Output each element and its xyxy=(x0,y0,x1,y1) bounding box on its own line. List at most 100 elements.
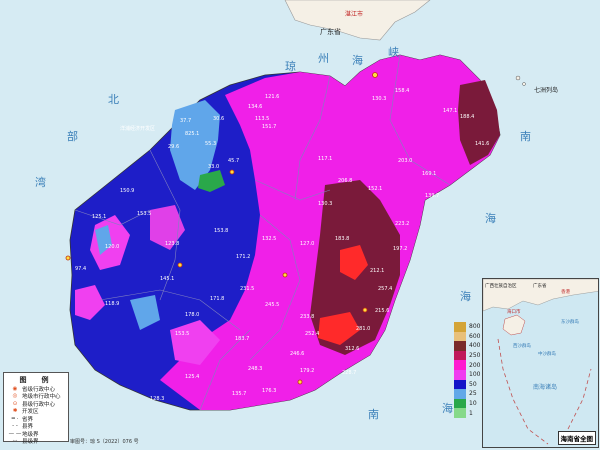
scale-row: 10 xyxy=(454,398,484,409)
station-value: 158.4 xyxy=(395,88,409,94)
sea-label: 南 xyxy=(520,130,531,143)
station-value: 113.5 xyxy=(255,116,269,122)
region-label: 广东省 xyxy=(320,27,341,36)
station-value: 257.4 xyxy=(378,286,392,292)
map-review-number: 审图号：琼 S（2022）076 号 xyxy=(70,439,139,445)
station-value: 151.7 xyxy=(262,124,276,130)
sea-label: 北 xyxy=(108,93,119,106)
station-value: 183.7 xyxy=(235,336,249,342)
scale-swatch xyxy=(454,350,466,361)
zone-magenta-sw xyxy=(75,285,105,320)
station-value: 153.8 xyxy=(214,228,228,234)
inset-label: 南海诸岛 xyxy=(533,383,557,391)
legend-item-label: 地级界 xyxy=(22,431,39,438)
county-boundaries xyxy=(74,54,451,411)
legend-item-label: 县级行政中心 xyxy=(22,401,56,408)
inset-mainland xyxy=(483,279,598,312)
zone-magenta-south xyxy=(170,320,220,365)
city-marker-icon xyxy=(372,72,378,78)
station-value: 171.8 xyxy=(210,296,224,302)
mainland-guangdong xyxy=(284,0,431,41)
islands-label: 七洲列岛 xyxy=(534,86,558,94)
sea-label: 琼 xyxy=(285,59,296,73)
zone-magenta-center xyxy=(150,205,185,250)
station-value: 145.1 xyxy=(160,276,174,282)
station-value: 246.6 xyxy=(290,351,304,357)
station-value: 215.6 xyxy=(375,308,389,314)
scale-row: 50 xyxy=(454,379,484,390)
scale-swatch xyxy=(454,389,466,399)
station-value: 132.5 xyxy=(262,236,276,242)
station-value: 123.8 xyxy=(165,241,179,247)
inset-map: 广西壮族自治区 广东省 香港 海口市 西沙群岛 中沙群岛 东沙群岛 南海诸岛 海… xyxy=(482,278,599,448)
legend-item: ◎ 地级市行政中心 xyxy=(8,393,68,401)
legend-item: ··· 县级界 xyxy=(8,438,68,445)
sea-label: 峡 xyxy=(388,45,399,59)
inset-label: 中沙群岛 xyxy=(538,350,556,357)
station-value: 312.6 xyxy=(345,346,359,352)
city-marker-icon xyxy=(229,169,235,175)
station-value: 203.0 xyxy=(398,158,412,164)
sea-label: 南 xyxy=(368,408,379,421)
station-value: 206.8 xyxy=(338,178,352,184)
station-value: 178.0 xyxy=(185,312,199,318)
legend-item-label: 省级行政中心 xyxy=(22,386,56,393)
econ-zone-label: 洋浦经济开发区 xyxy=(120,125,155,132)
station-value: 223.2 xyxy=(395,221,409,227)
sea-label: 海 xyxy=(352,53,363,67)
legend-item: ◉ 省级行政中心 xyxy=(8,385,68,393)
station-value: 30.6 xyxy=(213,116,224,122)
station-value: 825.1 xyxy=(185,131,199,137)
station-value: 183.8 xyxy=(335,236,349,242)
legend-title: 图 例 xyxy=(19,376,53,384)
county-level-border-icon: ··· xyxy=(12,438,18,445)
scale-swatch xyxy=(454,369,466,380)
scale-swatch xyxy=(454,322,466,332)
zone-green xyxy=(198,170,225,192)
city-label: 湛江市 xyxy=(345,10,363,18)
station-value: 125.1 xyxy=(92,214,106,220)
inset-hainan xyxy=(502,314,526,336)
station-value: 153.5 xyxy=(175,331,189,337)
station-value: 153.5 xyxy=(137,211,151,217)
station-value: 97.4 xyxy=(75,266,86,272)
inset-title: 海南省全图 xyxy=(557,431,596,445)
station-value: 212.1 xyxy=(370,268,384,274)
scale-row: 200 xyxy=(454,360,484,370)
zone-lightblue-nw xyxy=(170,100,220,190)
station-value: 281.0 xyxy=(356,326,370,332)
scale-row: 800 xyxy=(454,322,484,332)
station-value: 121.6 xyxy=(265,94,279,100)
scale-row: 100 xyxy=(454,369,484,380)
station-value: 127.0 xyxy=(300,241,314,247)
city-marker-icon xyxy=(297,379,303,385)
inset-label: 香港 xyxy=(561,288,570,295)
legend-item-label: 地级市行政中心 xyxy=(22,394,61,401)
zone-darkred-ne xyxy=(458,80,500,165)
dev-zone-icon: ✱ xyxy=(12,408,18,415)
inset-label: 东沙群岛 xyxy=(561,318,579,325)
zone-red-1 xyxy=(340,245,368,280)
scale-label: 10 xyxy=(469,400,477,408)
legend-item: — — 地级界 xyxy=(8,430,68,438)
scale-label: 25 xyxy=(469,390,477,398)
legend-item: ⊙ 县级行政中心 xyxy=(8,400,68,408)
provincial-capital-icon: ◉ xyxy=(12,385,18,392)
station-value: 176.3 xyxy=(262,388,276,394)
zone-lightblue-sw xyxy=(130,295,160,330)
scale-label: 800 xyxy=(469,323,481,331)
sea-label: 州 xyxy=(318,52,329,65)
station-value: 233.8 xyxy=(300,314,314,320)
station-value: 169.1 xyxy=(422,171,436,177)
scale-row: 400 xyxy=(454,341,484,351)
city-marker-icon xyxy=(282,272,288,278)
station-value: 231.5 xyxy=(240,286,254,292)
scale-label: 400 xyxy=(469,342,481,350)
county-border-icon: - - xyxy=(12,423,18,430)
station-value: 179.2 xyxy=(300,368,314,374)
legend-item: ✱ 开发区 xyxy=(8,408,68,415)
scale-row: 25 xyxy=(454,389,484,399)
scale-swatch xyxy=(454,360,466,370)
